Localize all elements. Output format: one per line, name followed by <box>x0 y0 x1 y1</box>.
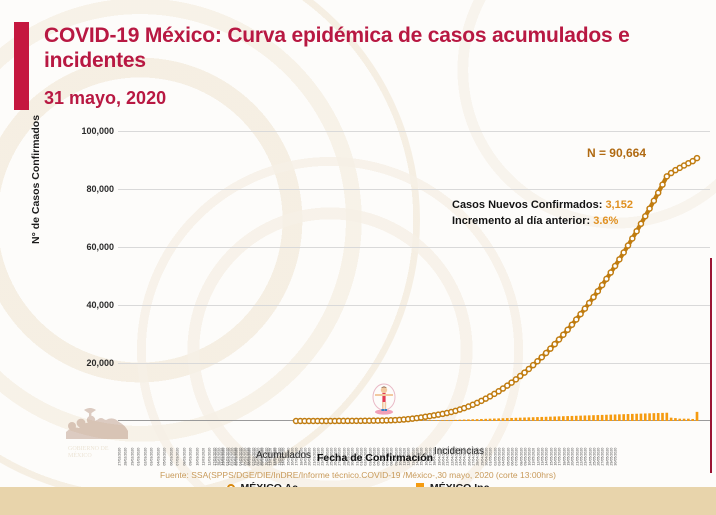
source-note: Fuente: SSA(SPPS/DGE/DIE/InDRE/Informe t… <box>160 470 556 480</box>
page-date: 31 mayo, 2020 <box>44 88 167 108</box>
segment-label-acumulados: Acumulados <box>256 450 312 461</box>
government-seal-watermark: GOBIERNO DE MÉXICO <box>66 408 128 459</box>
segment-label-incidencias: Incidencias <box>434 446 485 457</box>
increment-value: 3.6% <box>593 214 619 227</box>
chart-plot-area <box>292 154 701 425</box>
increment-line: Incremento al día anterior: 3.6% <box>452 214 633 230</box>
y-axis-tick-labels: 100,000 80,000 60,000 40,000 20,000 <box>52 120 114 470</box>
svg-text:GOBIERNO DE: GOBIERNO DE <box>68 446 109 452</box>
y-axis-title: N° de Casos Confirmados <box>30 114 42 244</box>
page-title: COVID-19 México: Curva epidémica de caso… <box>44 24 630 72</box>
y-tick: 40,000 <box>86 300 114 310</box>
accumulated-curve <box>292 154 701 425</box>
y-tick: 80,000 <box>86 184 114 194</box>
y-tick: 60,000 <box>86 242 114 252</box>
new-cases-line: Casos Nuevos Confirmados: 3,152 <box>452 198 633 214</box>
x-axis-title: Fecha de Confirmación <box>316 452 434 464</box>
y-tick: 20,000 <box>86 358 114 368</box>
increment-label: Incremento al día anterior: <box>452 214 591 227</box>
svg-text:MÉXICO: MÉXICO <box>68 451 92 459</box>
incidence-bars <box>294 411 699 422</box>
total-cases-annotation: N = 90,664 <box>586 146 646 160</box>
y-tick: 100,000 <box>81 126 114 136</box>
new-cases-label: Casos Nuevos Confirmados: <box>452 199 603 211</box>
susana-distancia-mascot-icon <box>372 383 396 415</box>
new-cases-value: 3,152 <box>605 199 633 211</box>
right-edge-rule <box>710 258 712 473</box>
epidemic-curve-chart: N° de Casos Confirmados 100,000 80,000 6… <box>30 115 716 470</box>
title-accent-bar <box>14 22 29 110</box>
footer-band <box>0 487 716 515</box>
summary-annotations: Casos Nuevos Confirmados: 3,152 Incremen… <box>452 198 633 230</box>
